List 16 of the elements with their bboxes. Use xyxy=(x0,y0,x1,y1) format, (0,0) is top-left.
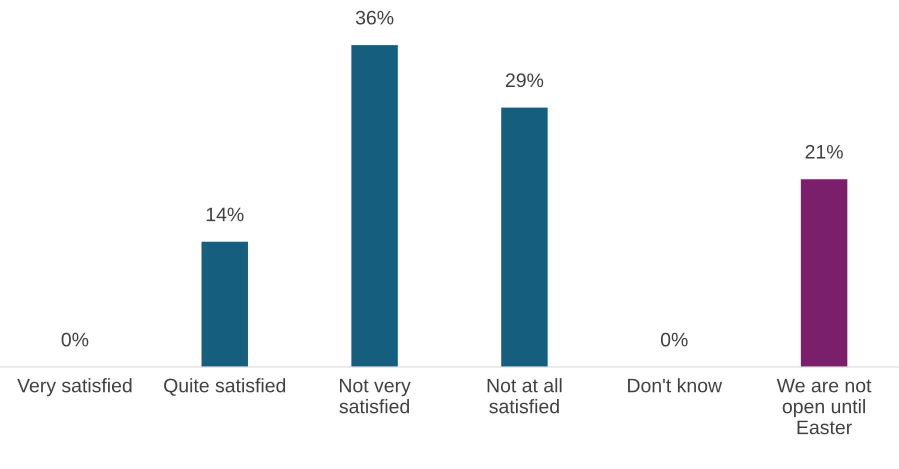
data-label: 0% xyxy=(660,332,688,346)
x-tick-label: We are not open until Easter xyxy=(776,378,872,434)
bar xyxy=(202,242,248,367)
x-tick-label: Not at all satisfied xyxy=(488,378,562,414)
data-label: 0% xyxy=(62,332,88,346)
bar xyxy=(501,108,548,367)
data-label: 14% xyxy=(206,208,244,222)
x-tick-label: Quite satisfied xyxy=(164,378,286,396)
x-tick-label: Not very satisfied xyxy=(339,378,411,414)
data-label: 29% xyxy=(506,73,544,88)
bar xyxy=(800,179,848,367)
data-label: 36% xyxy=(356,10,394,25)
x-tick-label: Don't know xyxy=(628,378,722,392)
x-tick-label: Very satisfied xyxy=(17,378,132,396)
data-label: 21% xyxy=(806,144,843,159)
bar xyxy=(351,45,398,367)
